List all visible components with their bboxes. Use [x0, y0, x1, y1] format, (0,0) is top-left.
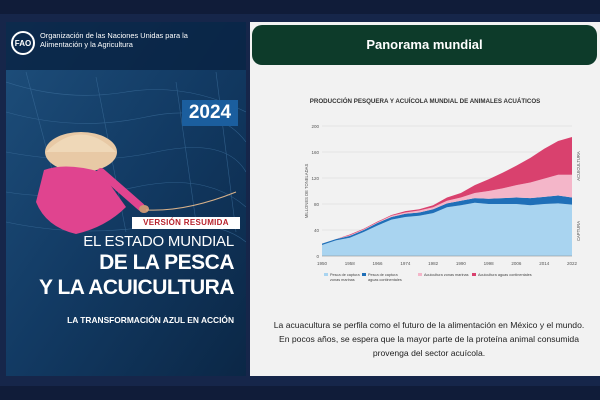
slide-header: Panorama mundial — [252, 25, 597, 65]
fao-header — [6, 22, 246, 70]
fao-logo: FAO — [11, 31, 35, 55]
right-label-capture: CAPTURA — [576, 221, 581, 241]
y-tick-label: 120 — [311, 176, 319, 181]
cover-title-line1: EL ESTADO MUNDIAL — [83, 233, 234, 250]
right-label-aquaculture: ACUICULTURA — [576, 151, 581, 181]
x-tick-label: 1990 — [456, 261, 467, 266]
legend-label: Pesca de captura — [330, 273, 360, 277]
bottom-bar — [0, 386, 600, 400]
legend-swatch — [472, 273, 476, 276]
y-tick-label: 160 — [311, 150, 319, 155]
cover-title-line2: DE LA PESCA — [99, 251, 234, 274]
top-bar — [0, 0, 600, 14]
organization-name: Organización de las Naciones Unidas para… — [40, 31, 188, 49]
x-tick-label: 1974 — [400, 261, 411, 266]
y-tick-label: 0 — [316, 254, 319, 259]
y-tick-label: 80 — [314, 202, 320, 207]
legend-swatch — [418, 273, 422, 276]
x-tick-label: 2014 — [539, 261, 550, 266]
slide-caption: La acuacultura se perfila como el futuro… — [273, 320, 585, 358]
slide-header-text: Panorama mundial — [366, 37, 483, 52]
y-axis-label: MILLONES DE TONELADAS — [304, 164, 309, 219]
cover-title-line3: Y LA ACUICULTURA — [39, 276, 235, 299]
x-tick-label: 1958 — [345, 261, 356, 266]
series-area-4 — [322, 137, 572, 244]
legend-swatch — [324, 273, 328, 276]
legend-label: Acuicultura zonas marinas — [424, 273, 469, 277]
year-badge: 2024 — [182, 100, 238, 126]
x-tick-label: 2006 — [511, 261, 522, 266]
slide: Panorama mundial PRODUCCIÓN PESQUERA Y A… — [250, 22, 600, 376]
x-tick-label: 1950 — [317, 261, 328, 266]
legend-label-cont: zonas marinas — [330, 278, 355, 282]
report-cover: FAO Organización de las Naciones Unidas … — [6, 22, 246, 376]
production-chart: 200 160 120 80 40 0 1950 1958 1966 1974 1982 1990 19… — [304, 124, 581, 282]
chart-title: PRODUCCIÓN PESQUERA Y ACUÍCOLA MUNDIAL D… — [309, 98, 541, 105]
cover-photo — [6, 22, 246, 376]
y-tick-label: 200 — [311, 124, 319, 129]
series-area-3 — [322, 174, 572, 244]
legend-label-cont: aguas continentales — [368, 278, 402, 282]
y-tick-label: 40 — [314, 228, 320, 233]
x-tick-label: 2022 — [567, 261, 578, 266]
x-tick-label: 1998 — [484, 261, 495, 266]
legend-label: Pesca de captura — [368, 273, 398, 277]
x-tick-label: 1966 — [373, 261, 384, 266]
legend-label: Acuicultura aguas continentales — [478, 273, 532, 277]
version-badge: VERSIÓN RESUMIDA — [132, 217, 240, 229]
series-area-2 — [322, 195, 572, 245]
cover-subtitle: LA TRANSFORMACIÓN AZUL EN ACCIÓN — [67, 315, 234, 325]
x-tick-label: 1982 — [428, 261, 439, 266]
legend-swatch — [362, 273, 366, 276]
series-area-1 — [322, 202, 572, 256]
